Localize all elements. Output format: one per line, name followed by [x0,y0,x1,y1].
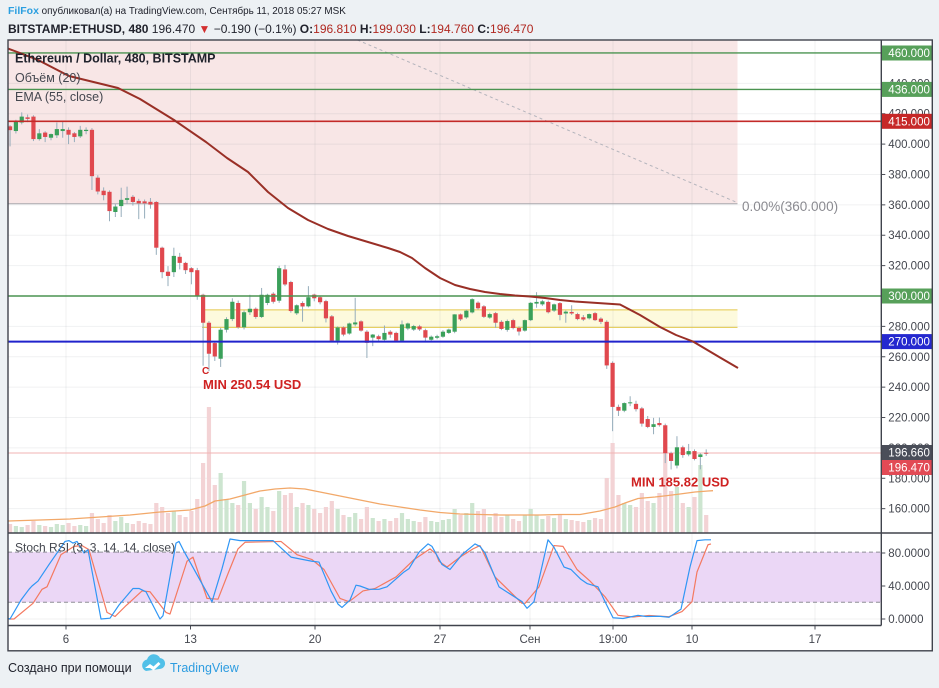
svg-text:80.0000: 80.0000 [888,548,930,560]
svg-text:MIN 185.82 USD: MIN 185.82 USD [631,475,729,490]
svg-text:415.000: 415.000 [888,116,930,128]
svg-text:460.000: 460.000 [888,48,930,60]
svg-text:220.000: 220.000 [888,413,930,425]
svg-text:BITSTAMP:ETHUSD, 480 196.470: BITSTAMP:ETHUSD, 480 196.470 ▼ −0.190 (−… [8,22,534,36]
svg-text:196.660: 196.660 [888,448,930,460]
svg-text:280.000: 280.000 [888,321,930,333]
svg-text:180.000: 180.000 [888,473,930,485]
svg-text:MIN 250.54 USD: MIN 250.54 USD [203,377,301,392]
svg-text:27: 27 [434,634,447,646]
svg-text:13: 13 [184,634,197,646]
svg-text:0.00%(360.000): 0.00%(360.000) [742,199,838,214]
svg-text:Объём (20): Объём (20) [15,71,81,85]
svg-text:19:00: 19:00 [599,634,628,646]
svg-text:436.000: 436.000 [888,84,930,96]
svg-text:270.000: 270.000 [888,337,930,349]
svg-text:20: 20 [309,634,322,646]
svg-text:17: 17 [809,634,822,646]
svg-text:C: C [202,366,209,377]
svg-text:10: 10 [686,634,699,646]
svg-text:340.000: 340.000 [888,230,930,242]
svg-text:40.0000: 40.0000 [888,581,930,593]
svg-text:400.000: 400.000 [888,139,930,151]
svg-text:Сен: Сен [519,634,540,646]
svg-text:360.000: 360.000 [888,200,930,212]
svg-text:Создано при помощи: Создано при помощи [8,661,132,675]
svg-text:FilFox опубликовал(а) на Tradi: FilFox опубликовал(а) на TradingView.com… [8,5,346,17]
svg-text:300.000: 300.000 [888,291,930,303]
svg-text:260.000: 260.000 [888,352,930,364]
svg-text:EMA (55, close): EMA (55, close) [15,90,103,104]
svg-text:380.000: 380.000 [888,169,930,181]
svg-text:240.000: 240.000 [888,382,930,394]
svg-text:0.0000: 0.0000 [888,614,923,626]
svg-text:320.000: 320.000 [888,261,930,273]
svg-text:Stoch RSI (3, 3, 14, 14, close: Stoch RSI (3, 3, 14, 14, close) [15,541,175,555]
svg-text:6: 6 [63,634,69,646]
svg-text:TradingView: TradingView [170,661,240,675]
svg-text:Ethereum / Dollar, 480, BITSTA: Ethereum / Dollar, 480, BITSTAMP [15,52,216,66]
svg-text:196.470: 196.470 [888,463,930,475]
svg-text:160.000: 160.000 [888,504,930,516]
